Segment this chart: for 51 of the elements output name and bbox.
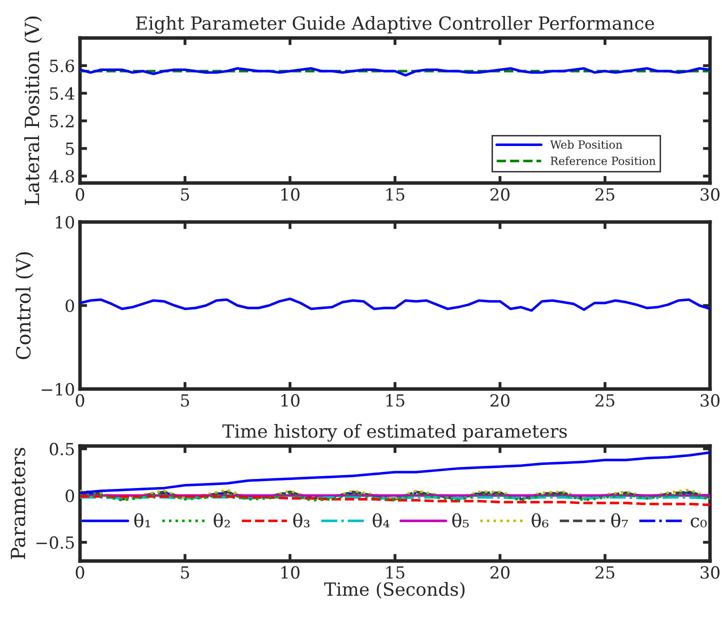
y-tick-label: 0.5	[50, 442, 74, 456]
x-tick-label: 20	[490, 394, 510, 407]
line-series	[80, 298, 710, 312]
legend-label: c₀	[690, 518, 707, 528]
x-tick-label: 25	[596, 188, 614, 201]
y-tick-label: 10	[56, 216, 74, 229]
x-tick-label: 25	[596, 566, 614, 579]
chart-title: Eight Parameter Guide Adaptive Controller Performance	[136, 16, 654, 34]
legend-label: θ₅	[452, 513, 469, 528]
line-series	[80, 495, 710, 506]
x-tick-label: 20	[490, 566, 510, 579]
y-tick-label: 5.2	[50, 114, 74, 128]
legend-label: θ₇	[611, 513, 628, 528]
line-series	[80, 67, 710, 77]
y-tick-label: 5.4	[50, 87, 74, 100]
y-tick-label: 5	[66, 142, 74, 156]
x-tick-label: 15	[386, 188, 404, 201]
x-tick-label: 0	[76, 566, 84, 579]
x-tick-label: 30	[700, 188, 720, 201]
y-axis-title: Control (V)	[16, 252, 34, 360]
x-tick-label: 10	[281, 394, 300, 407]
x-tick-label: 25	[596, 394, 614, 407]
y-tick-label: 5.6	[50, 60, 74, 72]
x-axis-title: Time (Seconds)	[324, 582, 465, 599]
x-tick-label: 15	[386, 394, 404, 407]
y-tick-label: −0.5	[36, 536, 74, 549]
y-axis-title: Lateral Position (V)	[24, 16, 42, 205]
legend-label: θ₆	[532, 513, 548, 528]
x-tick-label: 15	[386, 566, 404, 579]
legend-label: θ₄	[372, 513, 390, 528]
legend-label: Reference Position	[550, 156, 656, 166]
x-tick-label: 0	[76, 394, 84, 407]
x-tick-label: 10	[281, 188, 300, 201]
y-tick-label: 0	[66, 490, 74, 502]
legend-label: θ₁	[134, 513, 150, 528]
y-axis-title: Parameters	[10, 448, 26, 560]
x-tick-label: 20	[490, 188, 510, 201]
legend-label: θ₂	[214, 513, 230, 528]
x-tick-label: 0	[76, 188, 84, 201]
x-tick-label: 5	[181, 394, 190, 407]
x-tick-label: 5	[181, 188, 190, 201]
y-tick-label: 4.8	[49, 170, 74, 183]
y-tick-label: 0	[66, 299, 74, 312]
chart-title: Time history of estimated parameters	[222, 424, 567, 442]
y-tick-label: −10	[42, 382, 74, 396]
x-tick-label: 10	[281, 566, 300, 579]
legend-label: Web Position	[550, 140, 622, 149]
x-tick-label: 5	[181, 566, 190, 579]
legend-label: θ₃	[293, 513, 310, 528]
x-tick-label: 30	[700, 394, 720, 407]
x-tick-label: 30	[700, 566, 720, 579]
